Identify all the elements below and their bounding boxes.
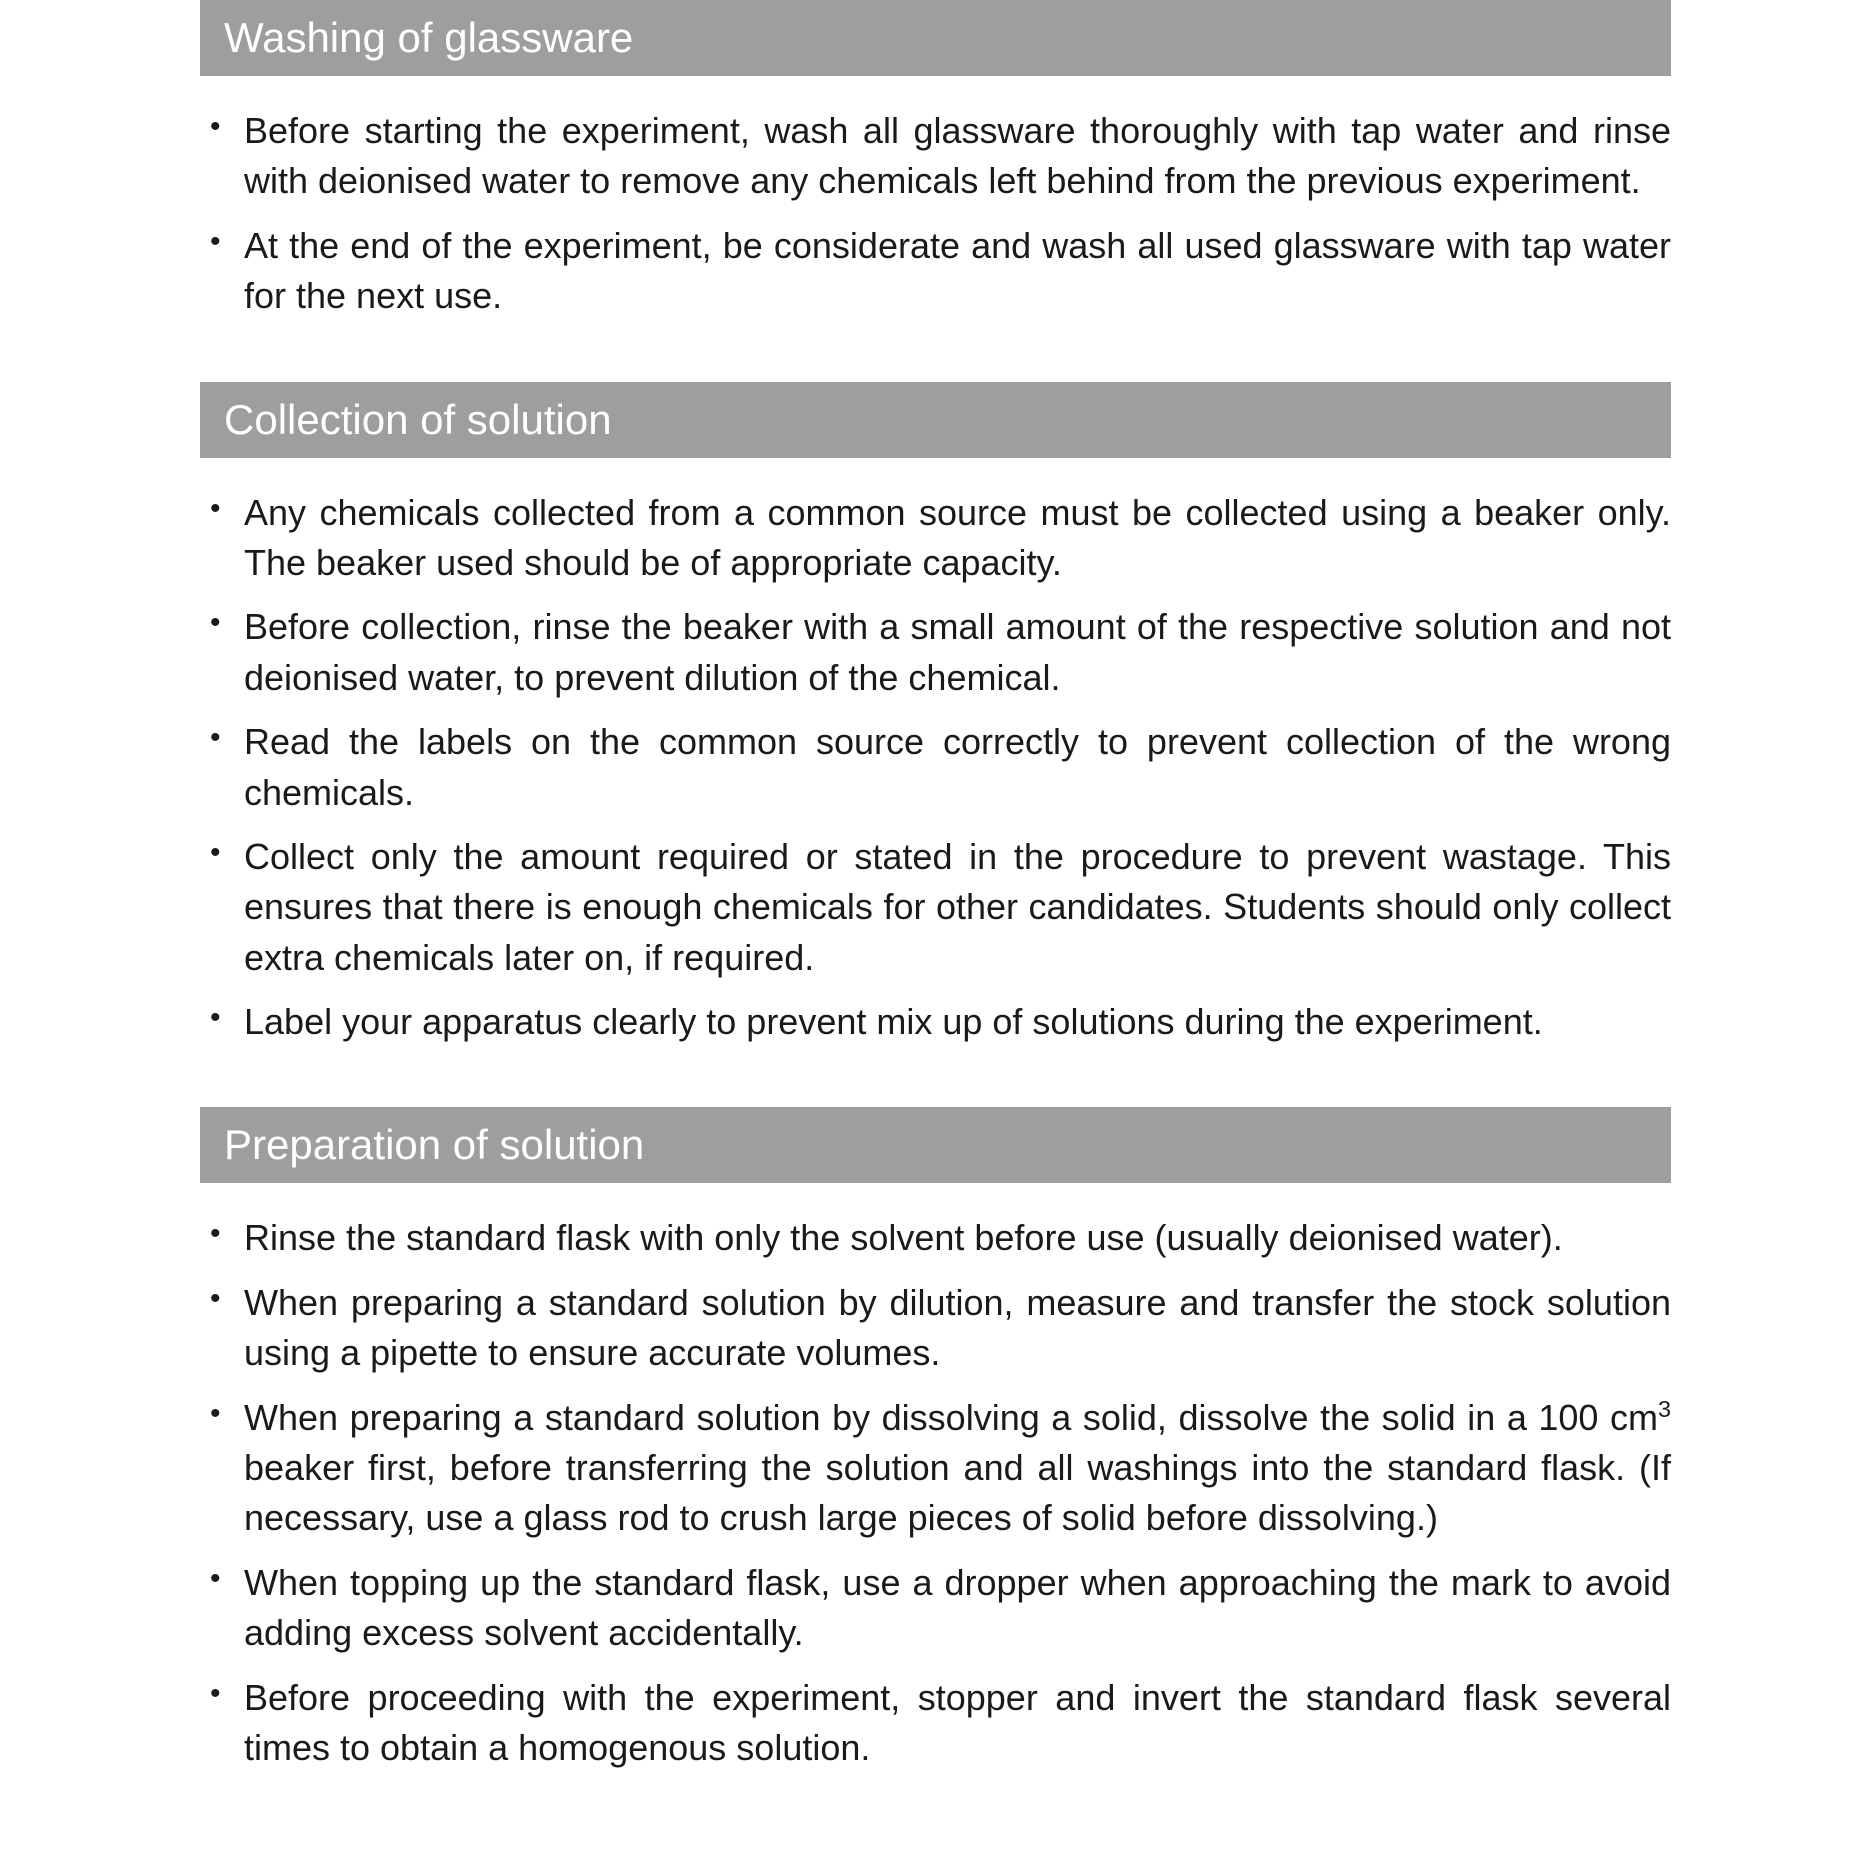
- section-title: Preparation of solution: [224, 1121, 644, 1168]
- section-title: Washing of glassware: [224, 14, 633, 61]
- section-header-collection: Collection of solution: [200, 382, 1671, 458]
- list-item: Label your apparatus clearly to prevent …: [200, 997, 1671, 1047]
- list-item: When topping up the standard flask, use …: [200, 1558, 1671, 1659]
- list-item: Before proceeding with the experiment, s…: [200, 1673, 1671, 1774]
- bullet-text: When preparing a standard solution by di…: [244, 1397, 1671, 1539]
- bullet-text: Rinse the standard flask with only the s…: [244, 1217, 1563, 1258]
- section-header-washing: Washing of glassware: [200, 0, 1671, 76]
- list-item: Before collection, rinse the beaker with…: [200, 602, 1671, 703]
- bullet-text: Label your apparatus clearly to prevent …: [244, 1001, 1543, 1042]
- bullet-list-collection: Any chemicals collected from a common so…: [200, 488, 1671, 1048]
- list-item: Collect only the amount required or stat…: [200, 832, 1671, 983]
- bullet-text: Read the labels on the common source cor…: [244, 721, 1671, 812]
- list-item: When preparing a standard solution by di…: [200, 1393, 1671, 1544]
- bullet-text: Before collection, rinse the beaker with…: [244, 606, 1671, 697]
- bullet-text: Collect only the amount required or stat…: [244, 836, 1671, 978]
- list-item: Rinse the standard flask with only the s…: [200, 1213, 1671, 1263]
- document-page: Washing of glassware Before starting the…: [0, 0, 1871, 1773]
- bullet-text: Before proceeding with the experiment, s…: [244, 1677, 1671, 1768]
- list-item: At the end of the experiment, be conside…: [200, 221, 1671, 322]
- section-title: Collection of solution: [224, 396, 612, 443]
- bullet-list-preparation: Rinse the standard flask with only the s…: [200, 1213, 1671, 1773]
- bullet-text: When preparing a standard solution by di…: [244, 1282, 1671, 1373]
- list-item: Read the labels on the common source cor…: [200, 717, 1671, 818]
- list-item: When preparing a standard solution by di…: [200, 1278, 1671, 1379]
- bullet-text: Before starting the experiment, wash all…: [244, 110, 1671, 201]
- bullet-text: When topping up the standard flask, use …: [244, 1562, 1671, 1653]
- list-item: Before starting the experiment, wash all…: [200, 106, 1671, 207]
- bullet-list-washing: Before starting the experiment, wash all…: [200, 106, 1671, 322]
- bullet-text: At the end of the experiment, be conside…: [244, 225, 1671, 316]
- bullet-text: Any chemicals collected from a common so…: [244, 492, 1671, 583]
- list-item: Any chemicals collected from a common so…: [200, 488, 1671, 589]
- section-header-preparation: Preparation of solution: [200, 1107, 1671, 1183]
